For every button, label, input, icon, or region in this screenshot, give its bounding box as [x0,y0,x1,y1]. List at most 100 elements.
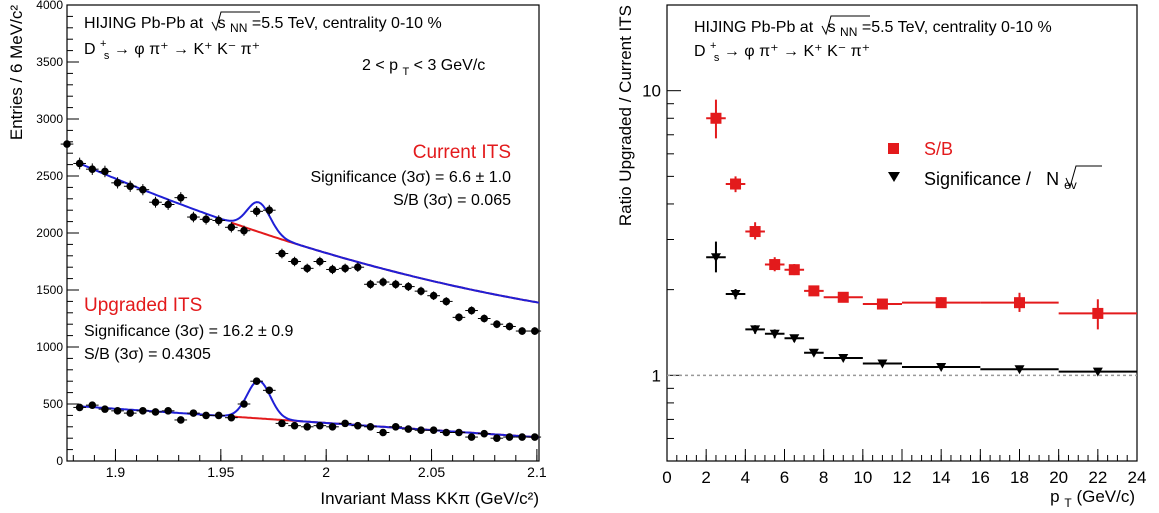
left-panel: 0 500 1000 1500 2000 2500 3000 3500 4000 1.9 1.95… [7,0,547,508]
upgraded-data-point [455,428,463,437]
right-x-tick-label: 6 [780,468,789,487]
sb-data-point [710,112,722,124]
legend: S/B Significance / N ev [888,139,1102,192]
legend-label-sb: S/B [924,139,953,159]
current-its-label: Current ITS [413,142,511,163]
upgraded-data-point [151,408,160,416]
current-data-point [518,327,526,335]
right-title-line1: HIJING Pb-Pb at s NN =5.5 TeV, centralit… [694,19,1052,40]
left-x-tick-label: 1.95 [207,464,234,480]
upgraded-data-point [530,433,539,441]
right-title-sqrt-sign [821,15,870,36]
right-x-tick-label: 14 [932,468,951,487]
current-data-point [265,206,274,214]
current-data-point [75,159,84,168]
left-y-tick-label: 1500 [36,283,63,297]
upgraded-data-point [480,429,489,438]
current-data-point [493,320,501,329]
current-data-point [176,193,185,202]
right-y-axis: 1 10 [642,4,681,462]
sb-data-point [1092,307,1104,319]
upgraded-data-point [126,409,135,417]
upgraded-data-point [505,433,514,441]
upgraded-data-point [240,400,248,408]
significance-data-point [838,354,849,364]
current-data-point [429,291,438,300]
significance-data-point [789,334,800,344]
upgraded-data-point [214,411,223,420]
upgraded-data-point [518,433,526,441]
current-data-point [467,306,476,315]
upgraded-data-point [366,423,375,431]
sb-data-point [749,226,761,238]
left-y-axis-label: Entries / 6 MeV/c² [7,5,26,140]
upgraded-data-point [417,426,425,435]
upgraded-data-point [265,386,274,395]
legend-marker-sb [888,143,899,154]
significance-data-point [710,253,721,263]
upgraded-data-point [278,419,286,428]
right-x-tick-label: 24 [1128,468,1147,487]
upgraded-data-point [75,403,84,412]
left-y-tick-label: 1000 [36,340,63,354]
left-y-tick-label: 4000 [36,0,63,12]
sb-data-point [1014,297,1025,309]
current-data-point [227,223,236,232]
current-data-point [316,257,324,266]
significance-data-point [877,359,888,369]
upgraded-its-label: Upgraded ITS [84,295,202,316]
upgraded-data-point [290,421,299,430]
left-decay-sub: s [104,50,110,62]
upgraded-data-point [379,428,387,437]
right-x-tick-label: 10 [853,468,872,487]
legend-label-significance: Significance / N ev [924,169,1077,192]
right-y-tick-label: 10 [642,82,661,101]
right-x-axis-label: p T (GeV/c) [1050,487,1135,511]
right-y-axis-label: Ratio Upgraded / Current ITS [616,5,635,226]
sb-data-point [769,259,781,271]
left-title-sqrt-s: s [218,15,226,32]
left-x-tick-label: 2.1 [527,464,547,480]
sb-data-point [730,178,742,190]
left-y-tick-label: 3000 [36,112,63,126]
current-data-point [353,263,362,272]
left-title-suffix: =5.5 TeV, centrality 0-10 % [252,15,442,32]
current-data-point [139,185,147,194]
left-decay-line: D + s → φ π⁺ → K⁺ K⁻ π⁺ [84,34,260,63]
legend-sqrt-sign [1065,165,1102,189]
current-data-point [164,200,172,209]
upgraded-data-point [341,419,349,428]
upgraded-data-point [404,425,413,433]
upgraded-data-point [467,433,476,441]
upgraded-data-point [316,421,324,430]
left-x-tick-label: 2 [322,464,330,480]
left-pt-range: 2 < p T < 3 GeV/c [362,57,485,79]
left-decay-d: D [84,41,96,58]
upgraded-data-point [227,413,236,422]
right-x-tick-label: 8 [819,468,828,487]
right-x-tick-label: 20 [1049,468,1068,487]
right-y-tick-label: 1 [652,366,661,385]
current-data-point [126,182,135,191]
current-data-point [417,287,425,295]
right-x-tick-label: 4 [741,468,750,487]
upgraded-data-point [429,426,438,435]
current-data-point [113,179,122,187]
right-panel: 110 0 2 4 6 8 10 12 14 16 18 20 22 24 Ratio Upgraded… [616,4,1147,511]
current-total-fit [77,161,540,304]
left-x-tick-label: 2.05 [418,464,445,480]
upgraded-data-point [493,434,501,443]
current-data-point [404,282,413,291]
left-decay-sup: + [100,38,106,50]
sb-data-point [808,285,820,297]
current-its-significance: Significance (3σ) = 6.6 ± 1.0 [310,169,511,186]
right-x-tick-label: 22 [1088,468,1107,487]
upgraded-data-point [442,428,451,437]
right-decay-line: D + s → φ π⁺ → K⁺ K⁻ π⁺ [694,36,870,65]
right-x-tick-label: 2 [701,468,710,487]
sb-data-point [935,297,947,309]
significance-data-point [1092,367,1103,377]
sb-data-point [876,298,888,310]
upgraded-data-point [176,416,185,424]
